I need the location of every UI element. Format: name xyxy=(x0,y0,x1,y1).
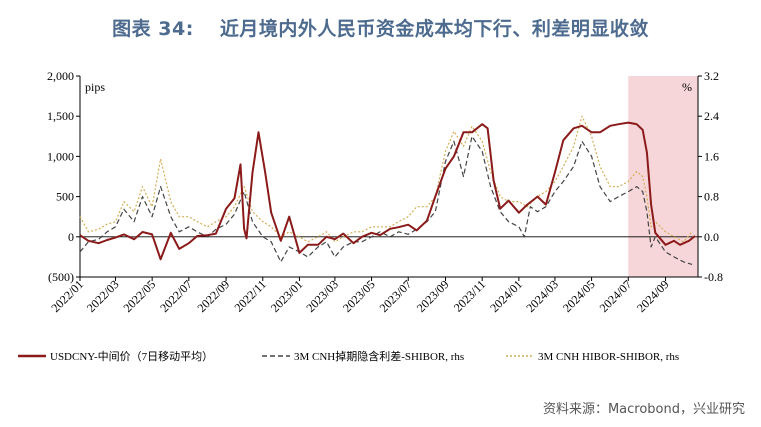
legend-label-2: 3M CNH掉期隐含利差-SHIBOR, rhs xyxy=(294,349,464,363)
left-tick-label: 2,000 xyxy=(47,69,74,83)
x-tick-label: 2023/11 xyxy=(451,277,488,314)
x-tick-label: 2024/01 xyxy=(487,277,525,315)
x-tick-label: 2023/05 xyxy=(340,277,378,315)
x-tick-label: 2024/03 xyxy=(523,277,561,315)
x-tick-label: 2024/09 xyxy=(634,277,672,315)
left-tick-label: 1,500 xyxy=(47,109,74,123)
highlight-band xyxy=(628,76,698,277)
figure-title-text: 近月境内外人民币资金成本均下行、利差明显收敛 xyxy=(219,18,649,40)
figure-number: 图表 34: xyxy=(112,18,194,40)
x-tick-label: 2023/01 xyxy=(268,277,306,315)
x-tick-label: 2023/09 xyxy=(414,277,452,315)
right-tick-label: 2.4 xyxy=(704,109,719,123)
right-tick-label: 3.2 xyxy=(704,69,719,83)
left-tick-label: 1,000 xyxy=(47,149,74,163)
series-line-2 xyxy=(79,135,693,265)
series-line-3 xyxy=(79,115,693,243)
right-tick-label: -0.8 xyxy=(704,270,723,284)
x-tick-label: 2023/07 xyxy=(377,277,415,315)
x-tick-label: 2022/11 xyxy=(231,277,268,314)
right-tick-label: 1.6 xyxy=(704,149,719,163)
figure-title: 图表 34: 近月境内外人民币资金成本均下行、利差明显收敛 xyxy=(0,14,761,41)
source-note: 资料来源：Macrobond，兴业研究 xyxy=(542,402,745,417)
legend-label-1: USDCNY-中间价（7日移动平均） xyxy=(50,350,213,363)
right-tick-label: 0.8 xyxy=(704,190,719,204)
x-tick-label: 2024/07 xyxy=(597,277,635,315)
x-tick-label: 2022/07 xyxy=(157,277,195,315)
left-tick-label: 0 xyxy=(68,230,74,244)
right-tick-label: 0.0 xyxy=(704,230,719,244)
right-axis-unit: % xyxy=(682,80,692,94)
left-axis-unit: pips xyxy=(85,80,105,94)
x-tick-label: 2022/05 xyxy=(121,277,159,315)
x-tick-label: 2023/03 xyxy=(303,277,341,315)
legend-label-3: 3M CNH HIBOR-SHIBOR, rhs xyxy=(538,351,679,363)
x-tick-label: 2022/03 xyxy=(84,277,122,315)
left-tick-label: (500) xyxy=(48,270,74,284)
series-line-1 xyxy=(79,121,696,261)
left-tick-label: 500 xyxy=(56,190,74,204)
x-tick-label: 2024/05 xyxy=(560,277,598,315)
x-tick-label: 2022/09 xyxy=(194,277,232,315)
